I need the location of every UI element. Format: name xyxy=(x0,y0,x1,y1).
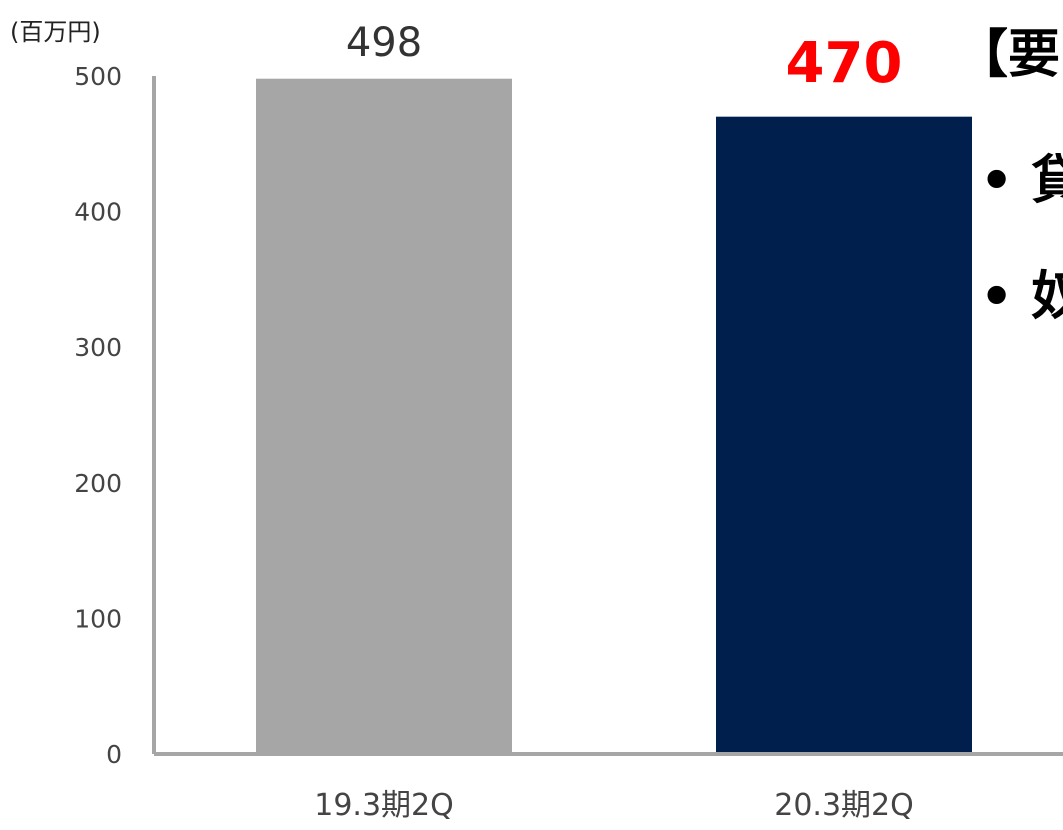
y-tick-label: 200 xyxy=(74,469,122,498)
y-tick-label: 500 xyxy=(74,62,122,91)
value-labels: 498 470 xyxy=(346,20,903,96)
category-label: 19.3期2Q xyxy=(314,788,454,823)
category-labels: 19.3期2Q 20.3期2Q xyxy=(314,788,914,823)
side-bullet-2: • 奴 xyxy=(980,267,1063,327)
bar xyxy=(716,116,972,755)
unit-label: (百万円) xyxy=(10,18,101,46)
y-tick-label: 300 xyxy=(74,333,122,362)
y-tick-label: 400 xyxy=(74,198,122,227)
axes-group xyxy=(152,76,1063,756)
category-label: 20.3期2Q xyxy=(774,788,914,823)
y-tick-label: 0 xyxy=(106,740,122,769)
y-tick-label: 100 xyxy=(74,604,122,633)
side-heading: 【要 xyxy=(956,25,1061,85)
value-label: 498 xyxy=(346,20,422,66)
y-axis-ticks: 0 100 200 300 400 500 xyxy=(74,62,122,769)
value-label-highlight: 470 xyxy=(786,31,903,96)
bar xyxy=(256,78,512,755)
bars-group xyxy=(256,78,972,755)
side-bullet-1: • 貸 xyxy=(980,151,1063,211)
